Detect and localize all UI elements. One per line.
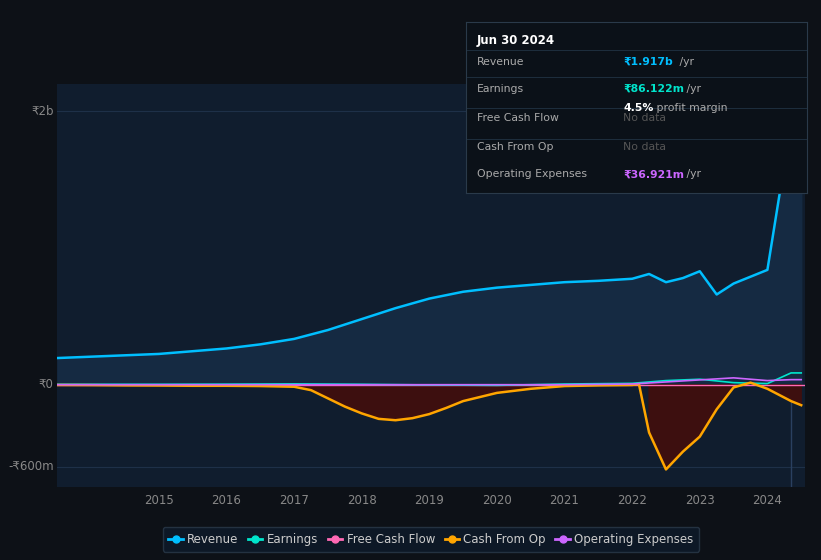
Text: No data: No data	[623, 142, 666, 152]
Text: /yr: /yr	[683, 84, 701, 94]
Text: Operating Expenses: Operating Expenses	[476, 169, 586, 179]
Legend: Revenue, Earnings, Free Cash Flow, Cash From Op, Operating Expenses: Revenue, Earnings, Free Cash Flow, Cash …	[163, 527, 699, 552]
Text: 4.5%: 4.5%	[623, 102, 654, 113]
Text: ₹1.917b: ₹1.917b	[623, 57, 672, 67]
Text: Earnings: Earnings	[476, 84, 524, 94]
Text: /yr: /yr	[676, 57, 694, 67]
Text: Revenue: Revenue	[476, 57, 524, 67]
Text: No data: No data	[623, 113, 666, 123]
Text: Free Cash Flow: Free Cash Flow	[476, 113, 558, 123]
Text: -₹600m: -₹600m	[8, 460, 53, 473]
Text: ₹86.122m: ₹86.122m	[623, 84, 684, 94]
Text: ₹2b: ₹2b	[31, 105, 53, 118]
Text: Cash From Op: Cash From Op	[476, 142, 553, 152]
Text: profit margin: profit margin	[653, 102, 727, 113]
Text: ₹36.921m: ₹36.921m	[623, 169, 684, 179]
Text: Jun 30 2024: Jun 30 2024	[476, 34, 555, 48]
Text: ₹0: ₹0	[39, 378, 53, 391]
Text: /yr: /yr	[683, 169, 701, 179]
